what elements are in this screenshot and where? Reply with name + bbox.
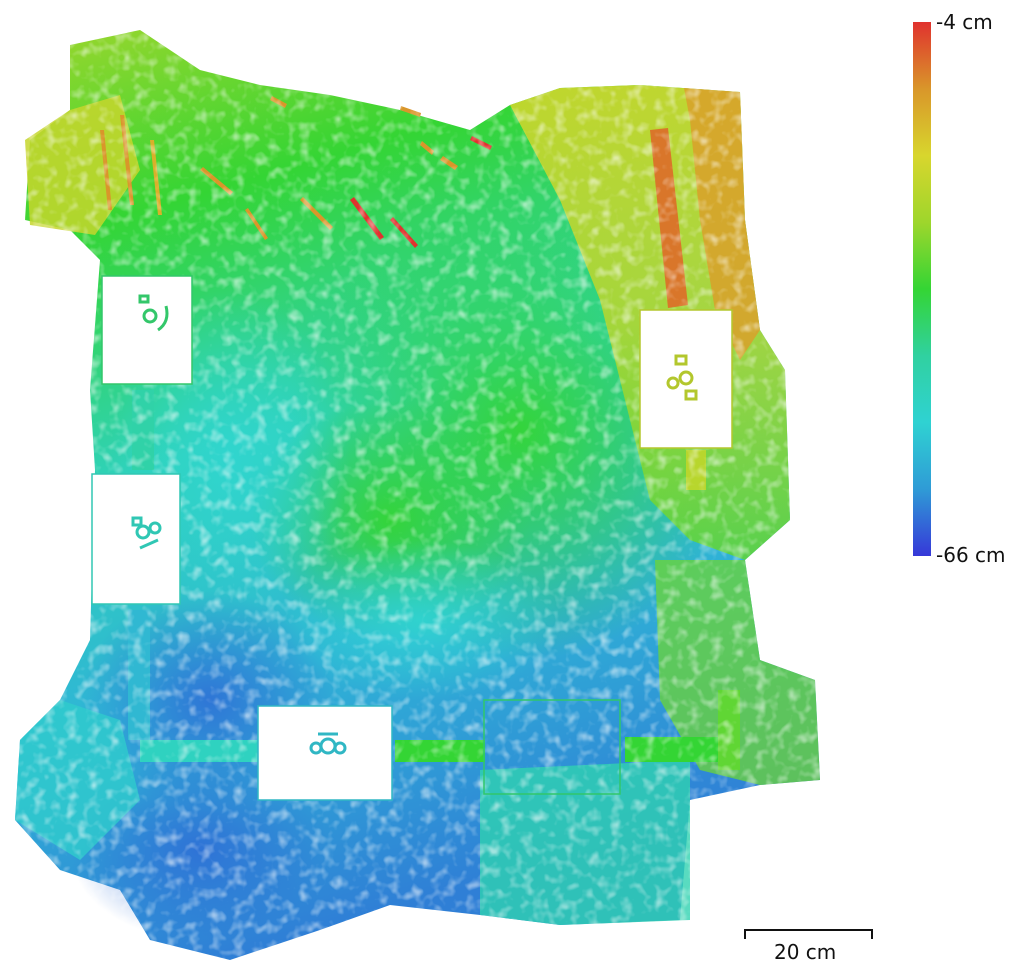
target-panel-bottom-right	[483, 699, 621, 795]
target-panel-top-left	[101, 275, 193, 385]
target-panel-mid-left	[91, 473, 181, 605]
marker-mid-left	[131, 516, 162, 550]
colorbar-max-label: -4 cm	[936, 10, 993, 34]
colorbar-min-label: -66 cm	[936, 543, 1006, 567]
target-panel-right	[639, 309, 733, 449]
target-panels	[91, 275, 733, 801]
marker-bottom-center	[309, 732, 347, 755]
scale-bar-label: 20 cm	[774, 940, 837, 964]
marker-right	[666, 354, 698, 401]
marker-top-left	[138, 294, 169, 332]
target-markers	[131, 294, 698, 755]
scale-bar	[744, 929, 873, 939]
elevation-colorbar	[913, 22, 931, 556]
